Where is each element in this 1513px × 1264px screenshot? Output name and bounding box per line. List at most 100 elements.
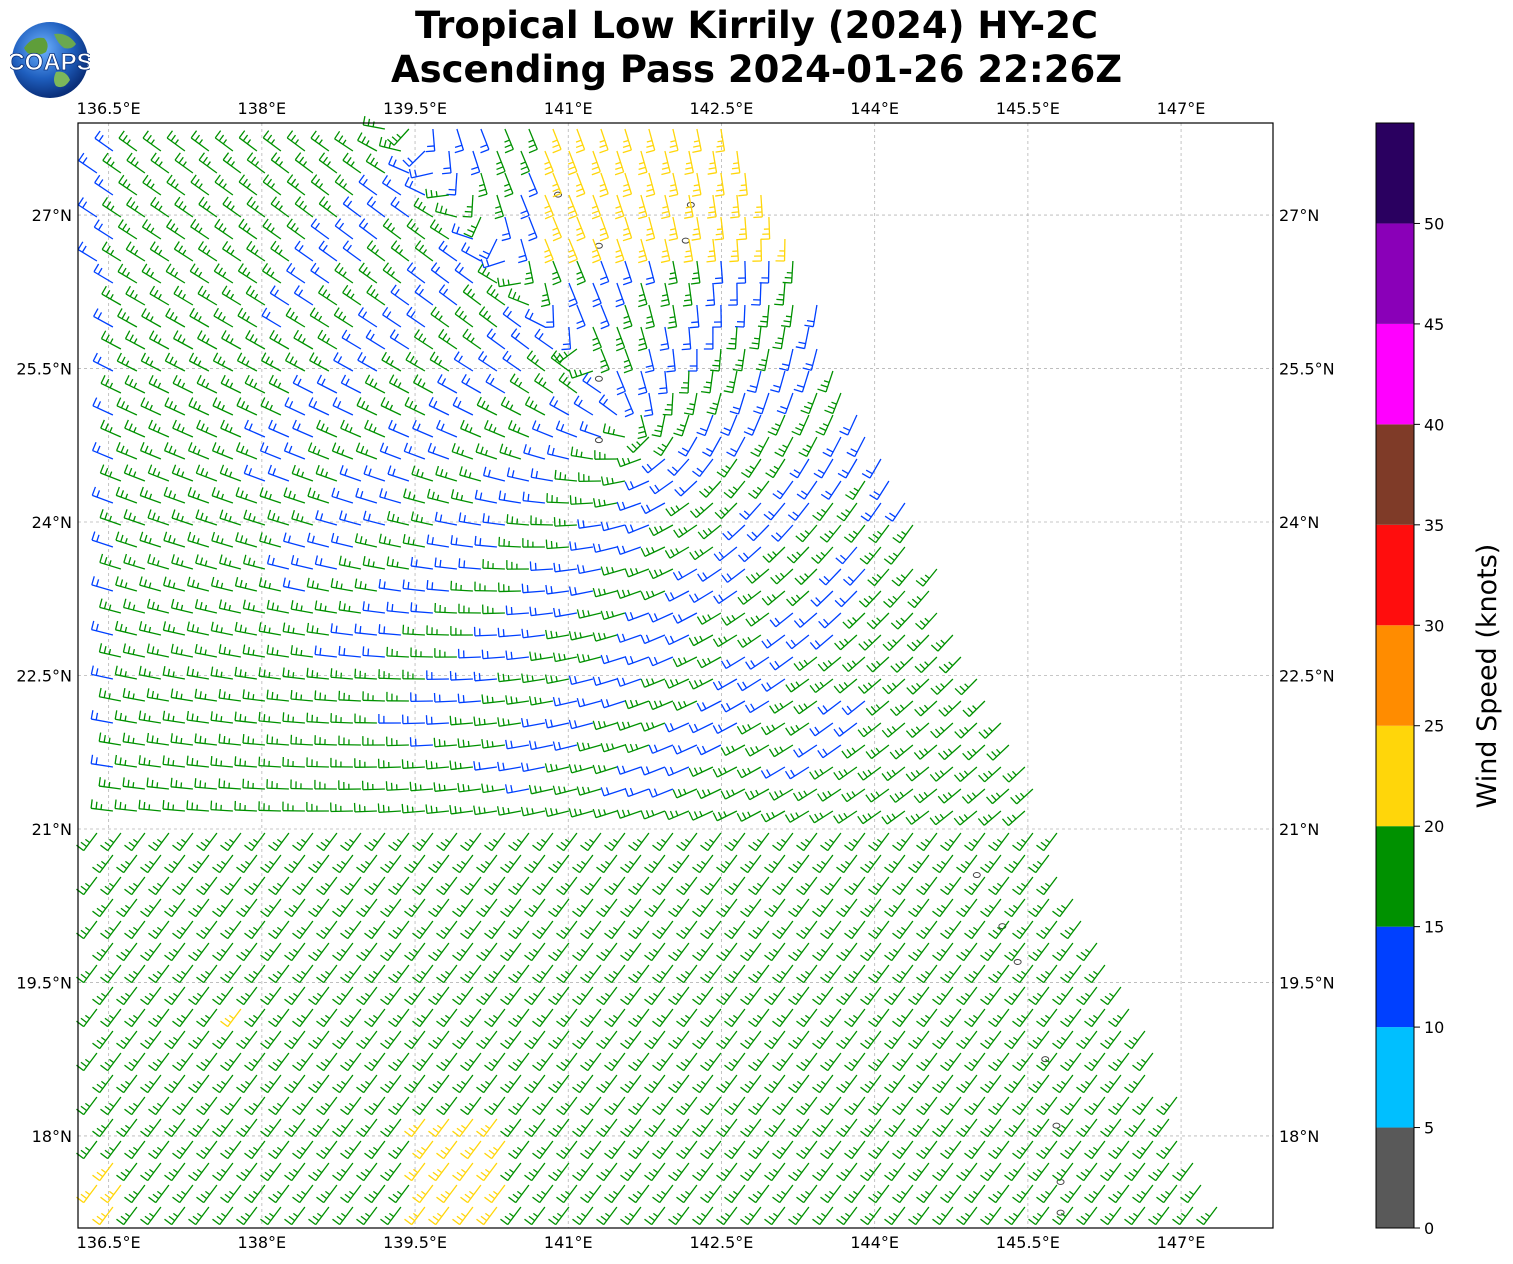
wind-barb: [330, 623, 353, 636]
wind-barb: [149, 285, 170, 306]
wind-barb: [884, 986, 906, 1006]
wind-barb: [592, 587, 618, 598]
wind-barb: [404, 397, 426, 416]
wind-barb: [620, 1118, 642, 1138]
wind-barb: [705, 282, 716, 307]
wind-barb: [317, 329, 338, 350]
wind-barb: [93, 219, 114, 240]
wind-barb: [916, 964, 938, 984]
wind-barb: [868, 920, 890, 940]
wind-barb: [889, 744, 914, 760]
wind-barb: [1060, 1052, 1082, 1072]
wind-barb: [786, 590, 810, 607]
wind-barb: [638, 326, 648, 352]
wind-barb: [268, 374, 290, 394]
wind-barb: [552, 741, 578, 751]
wind-barb: [436, 832, 458, 852]
wind-barb: [197, 285, 218, 306]
wind-barb: [77, 241, 98, 262]
wind-barb: [123, 464, 146, 482]
wind-barb: [592, 282, 602, 308]
wind-barb: [759, 260, 770, 284]
wind-barb: [380, 1162, 402, 1182]
wind-barb: [284, 898, 306, 918]
wind-barb: [356, 397, 378, 416]
wind-barb: [616, 501, 642, 512]
lon-tick-label-top: 142.5°E: [690, 99, 754, 118]
wind-barb: [845, 480, 866, 501]
wind-barb: [454, 262, 474, 284]
wind-barb: [123, 553, 146, 570]
wind-barb: [334, 130, 354, 152]
wind-barb: [809, 634, 834, 650]
wind-barb: [576, 564, 602, 575]
wind-barb: [906, 634, 930, 652]
wind-barb: [234, 666, 258, 680]
lat-tick-label-left: 19.5°N: [16, 973, 72, 992]
wind-barb: [728, 282, 738, 306]
wind-barb: [716, 942, 738, 962]
wind-barb: [282, 756, 305, 768]
wind-barb: [220, 1008, 242, 1028]
wind-barb: [964, 1096, 986, 1116]
wind-barb: [342, 284, 362, 306]
wind-barb: [548, 1162, 570, 1182]
wind-barb: [568, 675, 594, 685]
wind-barb: [332, 1206, 354, 1226]
wind-barb: [236, 942, 258, 962]
wind-barb: [436, 1052, 458, 1072]
wind-barb: [356, 1206, 378, 1226]
wind-barb: [697, 524, 722, 540]
wind-barb: [770, 568, 794, 585]
wind-barb: [568, 719, 594, 730]
wind-barb: [785, 634, 810, 650]
wind-barb: [623, 348, 634, 374]
wind-barb: [726, 326, 738, 350]
wind-barb: [100, 1140, 122, 1160]
wind-barb: [364, 920, 386, 940]
wind-barb: [401, 759, 425, 769]
wind-barb: [661, 194, 671, 220]
wind-barb: [210, 755, 233, 768]
wind-barb: [402, 714, 425, 725]
wind-barb: [213, 307, 234, 328]
wind-barb: [452, 986, 474, 1006]
wind-barb: [883, 546, 906, 565]
wind-barb: [124, 330, 146, 350]
wind-barb: [820, 1140, 842, 1160]
wind-barb: [433, 693, 457, 703]
wind-barb: [643, 392, 654, 417]
wind-barb: [714, 502, 738, 520]
wind-barb: [356, 898, 378, 918]
wind-barb: [532, 832, 554, 852]
wind-barb: [412, 920, 434, 940]
wind-barb: [788, 1030, 810, 1050]
wind-barb: [568, 282, 578, 308]
wind-barb: [186, 621, 210, 636]
wind-barb: [842, 612, 866, 629]
wind-barb: [1028, 1030, 1050, 1050]
wind-barb: [652, 876, 674, 896]
wind-barb: [404, 177, 426, 196]
wind-barb: [220, 419, 242, 438]
wind-barb: [316, 1008, 338, 1028]
wind-barb: [404, 1118, 426, 1138]
wind-barb: [526, 350, 546, 372]
wind-barb: [123, 509, 146, 526]
wind-barb: [556, 1052, 578, 1072]
wind-barb: [552, 260, 562, 286]
wind-barb: [700, 832, 722, 852]
wind-barb: [532, 920, 554, 940]
wind-barb: [262, 218, 282, 240]
wind-barb: [269, 329, 290, 350]
wind-barb: [314, 690, 337, 702]
wind-barb: [691, 172, 702, 197]
wind-barb: [624, 743, 650, 754]
wind-barb: [809, 766, 834, 780]
wind-barb: [716, 854, 738, 874]
wind-barb: [640, 502, 666, 515]
wind-barb: [743, 414, 762, 436]
wind-barb: [94, 174, 114, 196]
wind-barb: [460, 1140, 482, 1160]
wind-barb: [172, 1096, 194, 1116]
